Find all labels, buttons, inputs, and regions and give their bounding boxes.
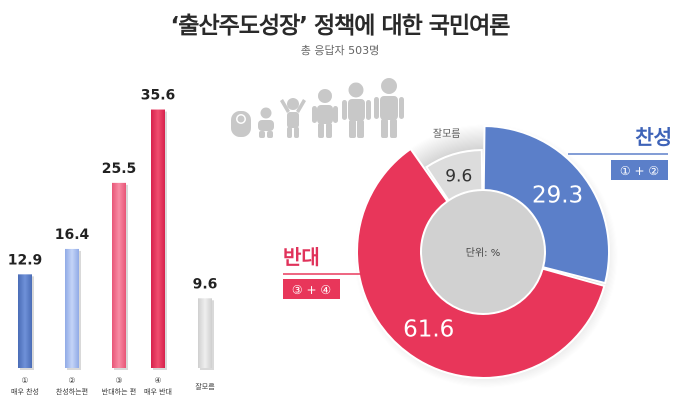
oppose-label: 반대 (283, 245, 320, 269)
child-icon (280, 98, 306, 138)
support-badge (611, 160, 668, 180)
oppose-badge-text: ③ + ④ (292, 283, 331, 297)
donut-slice-oppose (355, 147, 606, 379)
slice-value-label: 9.6 (445, 167, 472, 187)
bar-1 (18, 274, 32, 368)
category-label: 반대하는 편 (102, 387, 136, 396)
bar-3 (112, 182, 126, 368)
oppose-badge (283, 279, 340, 299)
baby-icon (231, 111, 251, 137)
category-label: 찬성하는편 (56, 387, 88, 396)
slice-value-label: 29.3 (532, 183, 583, 209)
category-number: ② (68, 376, 75, 385)
tall-adult-icon (374, 78, 404, 138)
bar-value-label: 9.6 (193, 276, 218, 292)
support-badge-text: ① + ② (620, 164, 659, 178)
category-number: ④ (154, 376, 161, 385)
bar-value-label: 12.9 (8, 252, 43, 268)
donut-slice-unknown (425, 148, 484, 202)
bar-value-label: 16.4 (55, 227, 90, 243)
category-number: ① (21, 376, 28, 385)
bar-2 (65, 248, 79, 368)
slice-outer-label: 잘모름 (433, 128, 461, 140)
category-label: 매우 반대 (144, 387, 172, 396)
bar-5 (198, 298, 212, 368)
support-label: 찬성 (635, 125, 672, 149)
bar-value-label: 35.6 (141, 88, 176, 104)
bar-4 (151, 109, 165, 368)
category-label: 잘모름 (195, 383, 215, 391)
donut-slice-support (482, 124, 610, 285)
slice-value-label: 61.6 (403, 317, 454, 343)
bar-value-label: 25.5 (102, 161, 137, 177)
adult-icon (342, 82, 371, 138)
category-number: ③ (115, 376, 122, 385)
category-label: 매우 찬성 (11, 387, 39, 396)
chart-title: ‘출산주도성장’ 정책에 대한 국민여론 (170, 13, 511, 39)
teen-icon (312, 89, 338, 138)
chart-subtitle: 총 응답자 503명 (300, 44, 380, 57)
toddler-icon (258, 107, 274, 138)
donut-center-label: 단위: % (466, 246, 500, 259)
